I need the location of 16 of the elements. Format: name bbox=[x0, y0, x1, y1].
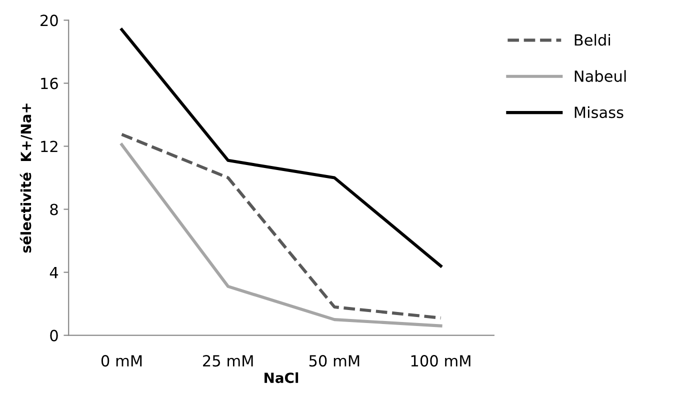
legend-label: Nabeul bbox=[574, 70, 626, 82]
x-tick-label: 100 mM bbox=[411, 355, 470, 367]
x-tick-label: 0 mM bbox=[101, 355, 142, 367]
y-tick-label: 20 bbox=[40, 14, 58, 26]
x-axis-title: NaCl bbox=[264, 372, 298, 384]
y-tick-label: 4 bbox=[50, 266, 58, 278]
y-tick-label: 12 bbox=[41, 140, 58, 152]
y-axis-title: sélectivité K+/Na+ bbox=[20, 104, 32, 253]
line-series bbox=[120, 28, 442, 268]
legend-label: Misass bbox=[574, 106, 624, 118]
x-tick-label: 25 mM bbox=[203, 355, 253, 367]
y-tick-label: 0 bbox=[50, 330, 58, 342]
x-tick-label: 50 mM bbox=[309, 355, 360, 367]
y-tick-label: 8 bbox=[50, 204, 58, 216]
y-tick-label: 16 bbox=[41, 78, 58, 90]
legend-label: Beldi bbox=[574, 34, 610, 46]
